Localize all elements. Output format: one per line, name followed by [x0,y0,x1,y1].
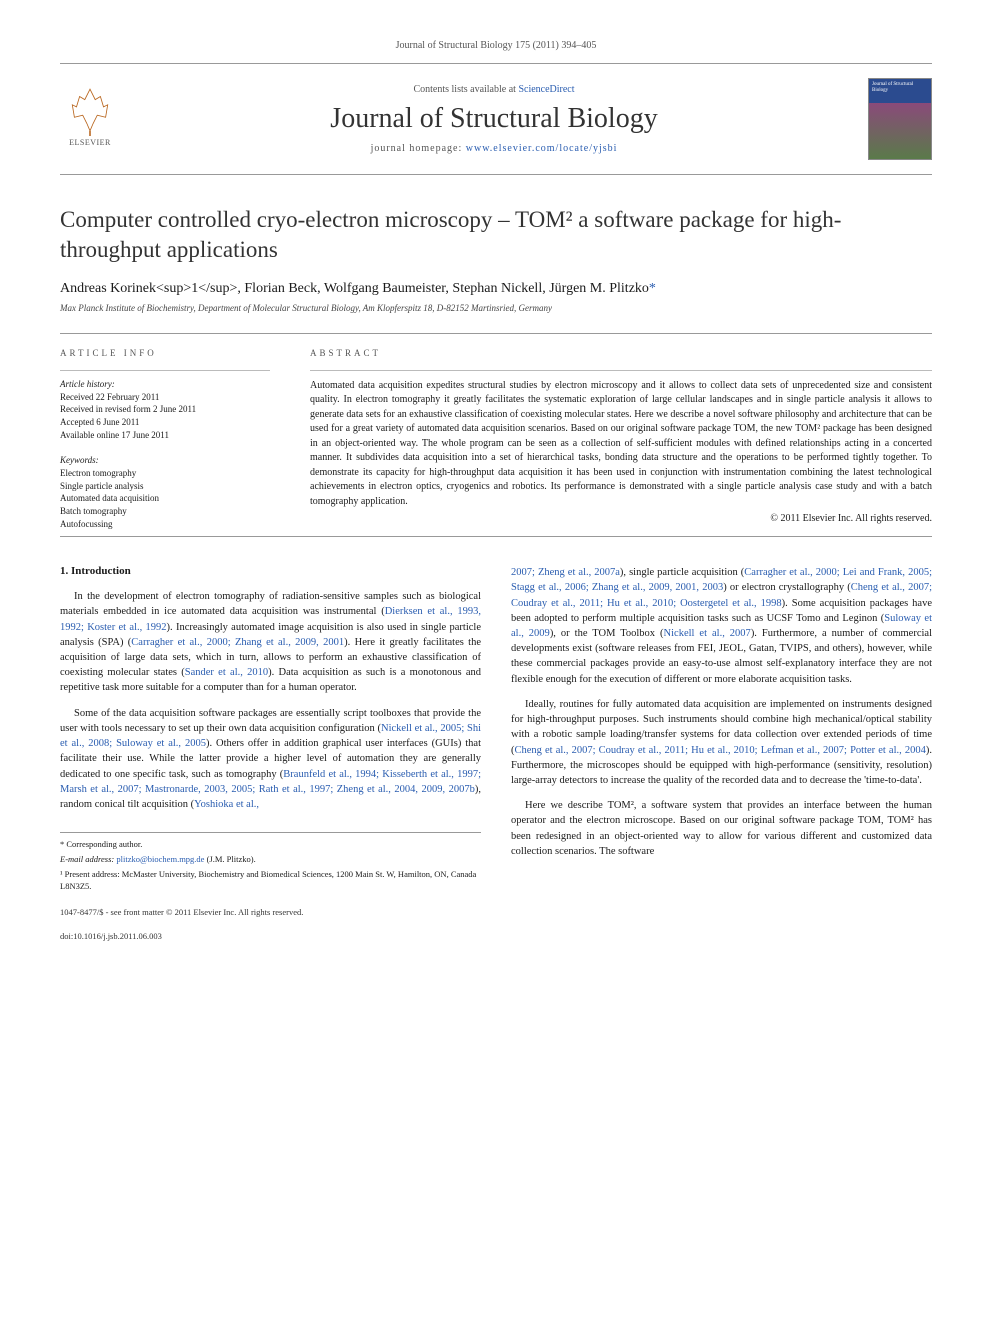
paragraph: Ideally, routines for fully automated da… [511,697,932,788]
footnote-present-address: ¹ Present address: McMaster University, … [60,869,481,893]
keyword: Electron tomography [60,467,270,480]
text: ), single particle acquisition ( [620,567,744,578]
citation-link[interactable]: 2007; Zheng et al., 2007a [511,567,620,578]
email-link[interactable]: plitzko@biochem.mpg.de [116,854,204,864]
citation-link[interactable]: Nickell et al., 2007 [664,628,751,639]
history-label: Article history: [60,379,270,389]
contents-line: Contents lists available at ScienceDirec… [132,84,856,95]
email-suffix: (J.M. Plitzko). [204,854,255,864]
cover-thumb-title: Journal of Structural Biology [869,79,931,96]
footnote-email: E-mail address: plitzko@biochem.mpg.de (… [60,854,481,866]
footnote-corresponding: * Corresponding author. [60,839,481,851]
column-left: 1. Introduction In the development of el… [60,565,481,941]
elsevier-label: ELSEVIER [69,138,111,147]
history-line: Received 22 February 2011 [60,391,270,404]
keyword: Single particle analysis [60,480,270,493]
text: Here we describe TOM², a software system… [511,800,932,857]
citation-link[interactable]: Yoshioka et al., [194,799,259,810]
elsevier-tree-icon [64,84,116,136]
journal-name: Journal of Structural Biology [132,103,856,135]
footnotes: * Corresponding author. E-mail address: … [60,832,481,893]
divider [60,536,932,537]
column-right: 2007; Zheng et al., 2007a), single parti… [511,565,932,941]
article-info-label: ARTICLE INFO [60,348,270,358]
journal-cover-thumb[interactable]: Journal of Structural Biology [868,78,932,160]
intro-heading: 1. Introduction [60,565,481,577]
corresponding-marker[interactable]: * [649,281,656,296]
citation-link[interactable]: Carragher et al., 2000; Zhang et al., 20… [131,637,344,648]
citation-link[interactable]: Cheng et al., 2007; Coudray et al., 2011… [515,745,926,756]
paragraph: 2007; Zheng et al., 2007a), single parti… [511,565,932,687]
authors: Andreas Korinek<sup>1</sup>, Florian Bec… [60,281,932,297]
sciencedirect-link[interactable]: ScienceDirect [518,84,574,95]
homepage-link[interactable]: www.elsevier.com/locate/yjsbi [466,143,618,154]
abstract-col: ABSTRACT Automated data acquisition expe… [310,348,932,530]
article-title: Computer controlled cryo-electron micros… [60,205,932,265]
history-line: Accepted 6 June 2011 [60,416,270,429]
elsevier-logo[interactable]: ELSEVIER [60,84,120,154]
meta-row: ARTICLE INFO Article history: Received 2… [60,333,932,530]
text: ) or electron crystallography ( [723,582,851,593]
paragraph: Here we describe TOM², a software system… [511,798,932,859]
history-line: Received in revised form 2 June 2011 [60,403,270,416]
copyright: © 2011 Elsevier Inc. All rights reserved… [310,513,932,524]
footer-front-matter: 1047-8477/$ - see front matter © 2011 El… [60,907,481,917]
keyword: Batch tomography [60,505,270,518]
text: ), or the TOM Toolbox ( [550,628,664,639]
contents-prefix: Contents lists available at [413,84,518,95]
article-info-col: ARTICLE INFO Article history: Received 2… [60,348,270,530]
email-label: E-mail address: [60,854,116,864]
body-columns: 1. Introduction In the development of el… [60,565,932,941]
abstract-label: ABSTRACT [310,348,932,358]
keywords-label: Keywords: [60,455,270,465]
homepage-prefix: journal homepage: [371,143,466,154]
citation-link[interactable]: Sander et al., 2010 [185,667,268,678]
paragraph: Some of the data acquisition software pa… [60,706,481,813]
keyword: Autofocussing [60,518,270,531]
journal-header: Journal of Structural Biology 175 (2011)… [60,40,932,51]
footer-doi: doi:10.1016/j.jsb.2011.06.003 [60,931,481,941]
history-line: Available online 17 June 2011 [60,429,270,442]
homepage-line: journal homepage: www.elsevier.com/locat… [132,143,856,154]
header-box: ELSEVIER Contents lists available at Sci… [60,63,932,175]
paragraph: In the development of electron tomograph… [60,589,481,696]
keywords-block: Keywords: Electron tomography Single par… [60,455,270,530]
keyword: Automated data acquisition [60,492,270,505]
affiliation: Max Planck Institute of Biochemistry, De… [60,303,932,313]
author-list: Andreas Korinek<sup>1</sup>, Florian Bec… [60,281,649,296]
header-center: Contents lists available at ScienceDirec… [132,84,856,154]
abstract-text: Automated data acquisition expedites str… [310,370,932,510]
history-block: Article history: Received 22 February 20… [60,370,270,441]
